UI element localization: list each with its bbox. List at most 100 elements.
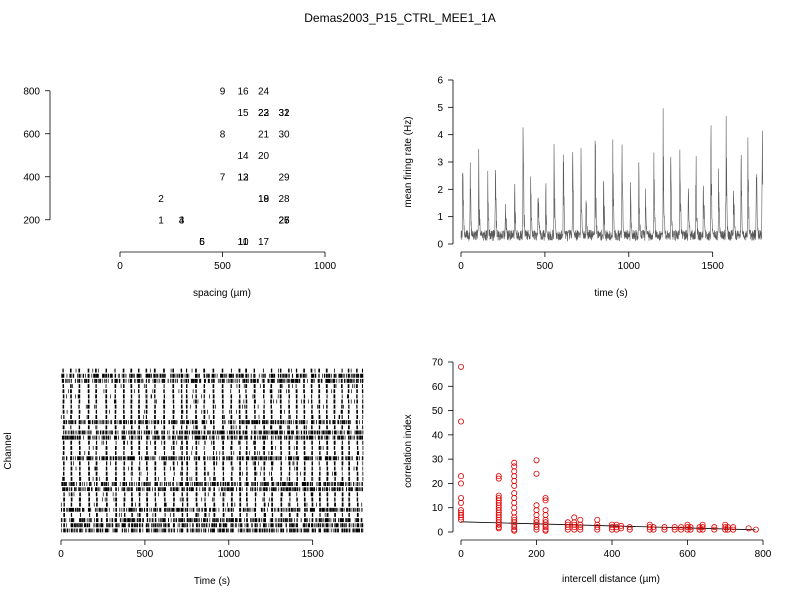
layout-x-tick-label: 500 [214,261,231,272]
corr-points [457,363,759,534]
corr-point [618,522,625,529]
layout-point-label: 20 [258,151,270,162]
rate-y-tick-label: 5 [437,103,443,114]
corr-point [542,507,549,514]
raster-panel: 0 500 1000 1500 Time (s) Channel [3,368,364,587]
corr-point [542,512,549,519]
corr-point [711,524,718,531]
layout-x-label: spacing (µm) [193,288,251,299]
raster-channel-spikes [62,471,364,476]
corr-point [495,475,502,482]
corr-point [678,524,685,531]
corr-point [618,525,625,532]
corr-point [511,473,518,480]
layout-point-label: 24 [258,86,270,97]
layout-point-label: 29 [278,172,290,183]
corr-point [564,524,571,531]
raster-channel-spikes [61,523,364,528]
raster-channel-spikes [61,378,364,383]
layout-point-label: 10 [237,237,249,248]
corr-y-tick-label: 0 [437,528,443,539]
corr-point [457,480,464,487]
corr-point [661,524,668,531]
rate-y-tick-label: 4 [437,130,443,141]
corr-point [511,494,518,501]
rate-x-tick-label: 1000 [618,261,641,272]
rate-y-tick-label: 0 [437,240,443,251]
corr-point [613,526,620,533]
corr-point [511,490,518,497]
corr-point [533,507,540,514]
layout-point-label: 7 [220,172,226,183]
corr-point [495,473,502,480]
raster-channel-spikes [62,399,364,404]
corr-x-tick-label: 200 [528,549,545,560]
raster-channel-spikes [62,394,364,399]
rate-y-label: mean firing rate (Hz) [403,116,414,207]
rate-y-tick-label: 1 [437,212,443,223]
corr-point [671,526,678,533]
corr-point [511,499,518,506]
layout-point-label: 23 [258,108,270,119]
rate-y-tick-label: 6 [437,76,443,87]
corr-point [511,468,518,475]
layout-point-label: 8 [220,129,226,140]
corr-point [571,526,578,533]
corr-point [511,482,518,489]
raster-channel-spikes [61,435,364,440]
corr-point [594,524,601,531]
corr-y-tick-label: 50 [432,406,444,417]
corr-point [650,526,657,533]
raster-channel-spikes [63,430,364,435]
corr-point [564,526,571,533]
raster-spikes [60,368,364,533]
corr-y-tick-label: 40 [432,430,444,441]
corr-y-tick-label: 20 [432,479,444,490]
corr-x-tick-label: 400 [604,549,621,560]
corr-point [542,527,549,534]
corr-point [752,526,759,533]
corr-point [457,363,464,370]
raster-channel-spikes [62,389,364,394]
corr-point [571,514,578,521]
corr-point [511,477,518,484]
raster-channel-spikes [62,456,364,461]
corr-point [745,525,752,532]
corr-point [687,524,694,531]
firing-rate-panel: 0 500 1000 1500 0 1 2 3 4 5 6 time (s) mean firing… [403,76,764,299]
corr-point [678,526,685,533]
corr-point [730,526,737,533]
rate-axes: 0 500 1000 1500 0 1 2 3 4 5 6 [437,76,724,273]
layout-point-label: 18 [258,194,270,205]
layout-y-tick-label: 600 [23,129,40,140]
raster-channel-spikes [60,518,363,523]
raster-y-label: Channel [3,432,14,469]
layout-point-label: 17 [258,237,270,248]
raster-channel-spikes [61,507,363,512]
figure-title: Demas2003_P15_CTRL_MEE1_1A [304,11,495,25]
corr-point [609,524,616,531]
rate-x-tick-label: 0 [458,261,464,272]
layout-x-tick-label: 1000 [314,261,337,272]
raster-channel-spikes [61,482,364,486]
corr-fit-line [460,521,756,531]
corr-point [730,524,737,531]
layout-point-label: 2 [158,194,164,205]
corr-point [457,418,464,425]
layout-y-tick-label: 400 [23,172,40,183]
corr-point [533,526,540,533]
raster-x-tick-label: 1000 [218,549,241,560]
raster-channel-spikes [61,373,364,378]
layout-x-tick-label: 0 [117,261,123,272]
corr-point [577,524,584,531]
corr-point [533,470,540,477]
corr-point [511,524,518,531]
rate-y-tick-label: 3 [437,158,443,169]
raster-channel-spikes [62,409,364,414]
corr-point [533,512,540,519]
corr-point [626,526,633,533]
corr-point [594,526,601,533]
raster-x-label: Time (s) [194,576,230,587]
corr-point [457,494,464,501]
